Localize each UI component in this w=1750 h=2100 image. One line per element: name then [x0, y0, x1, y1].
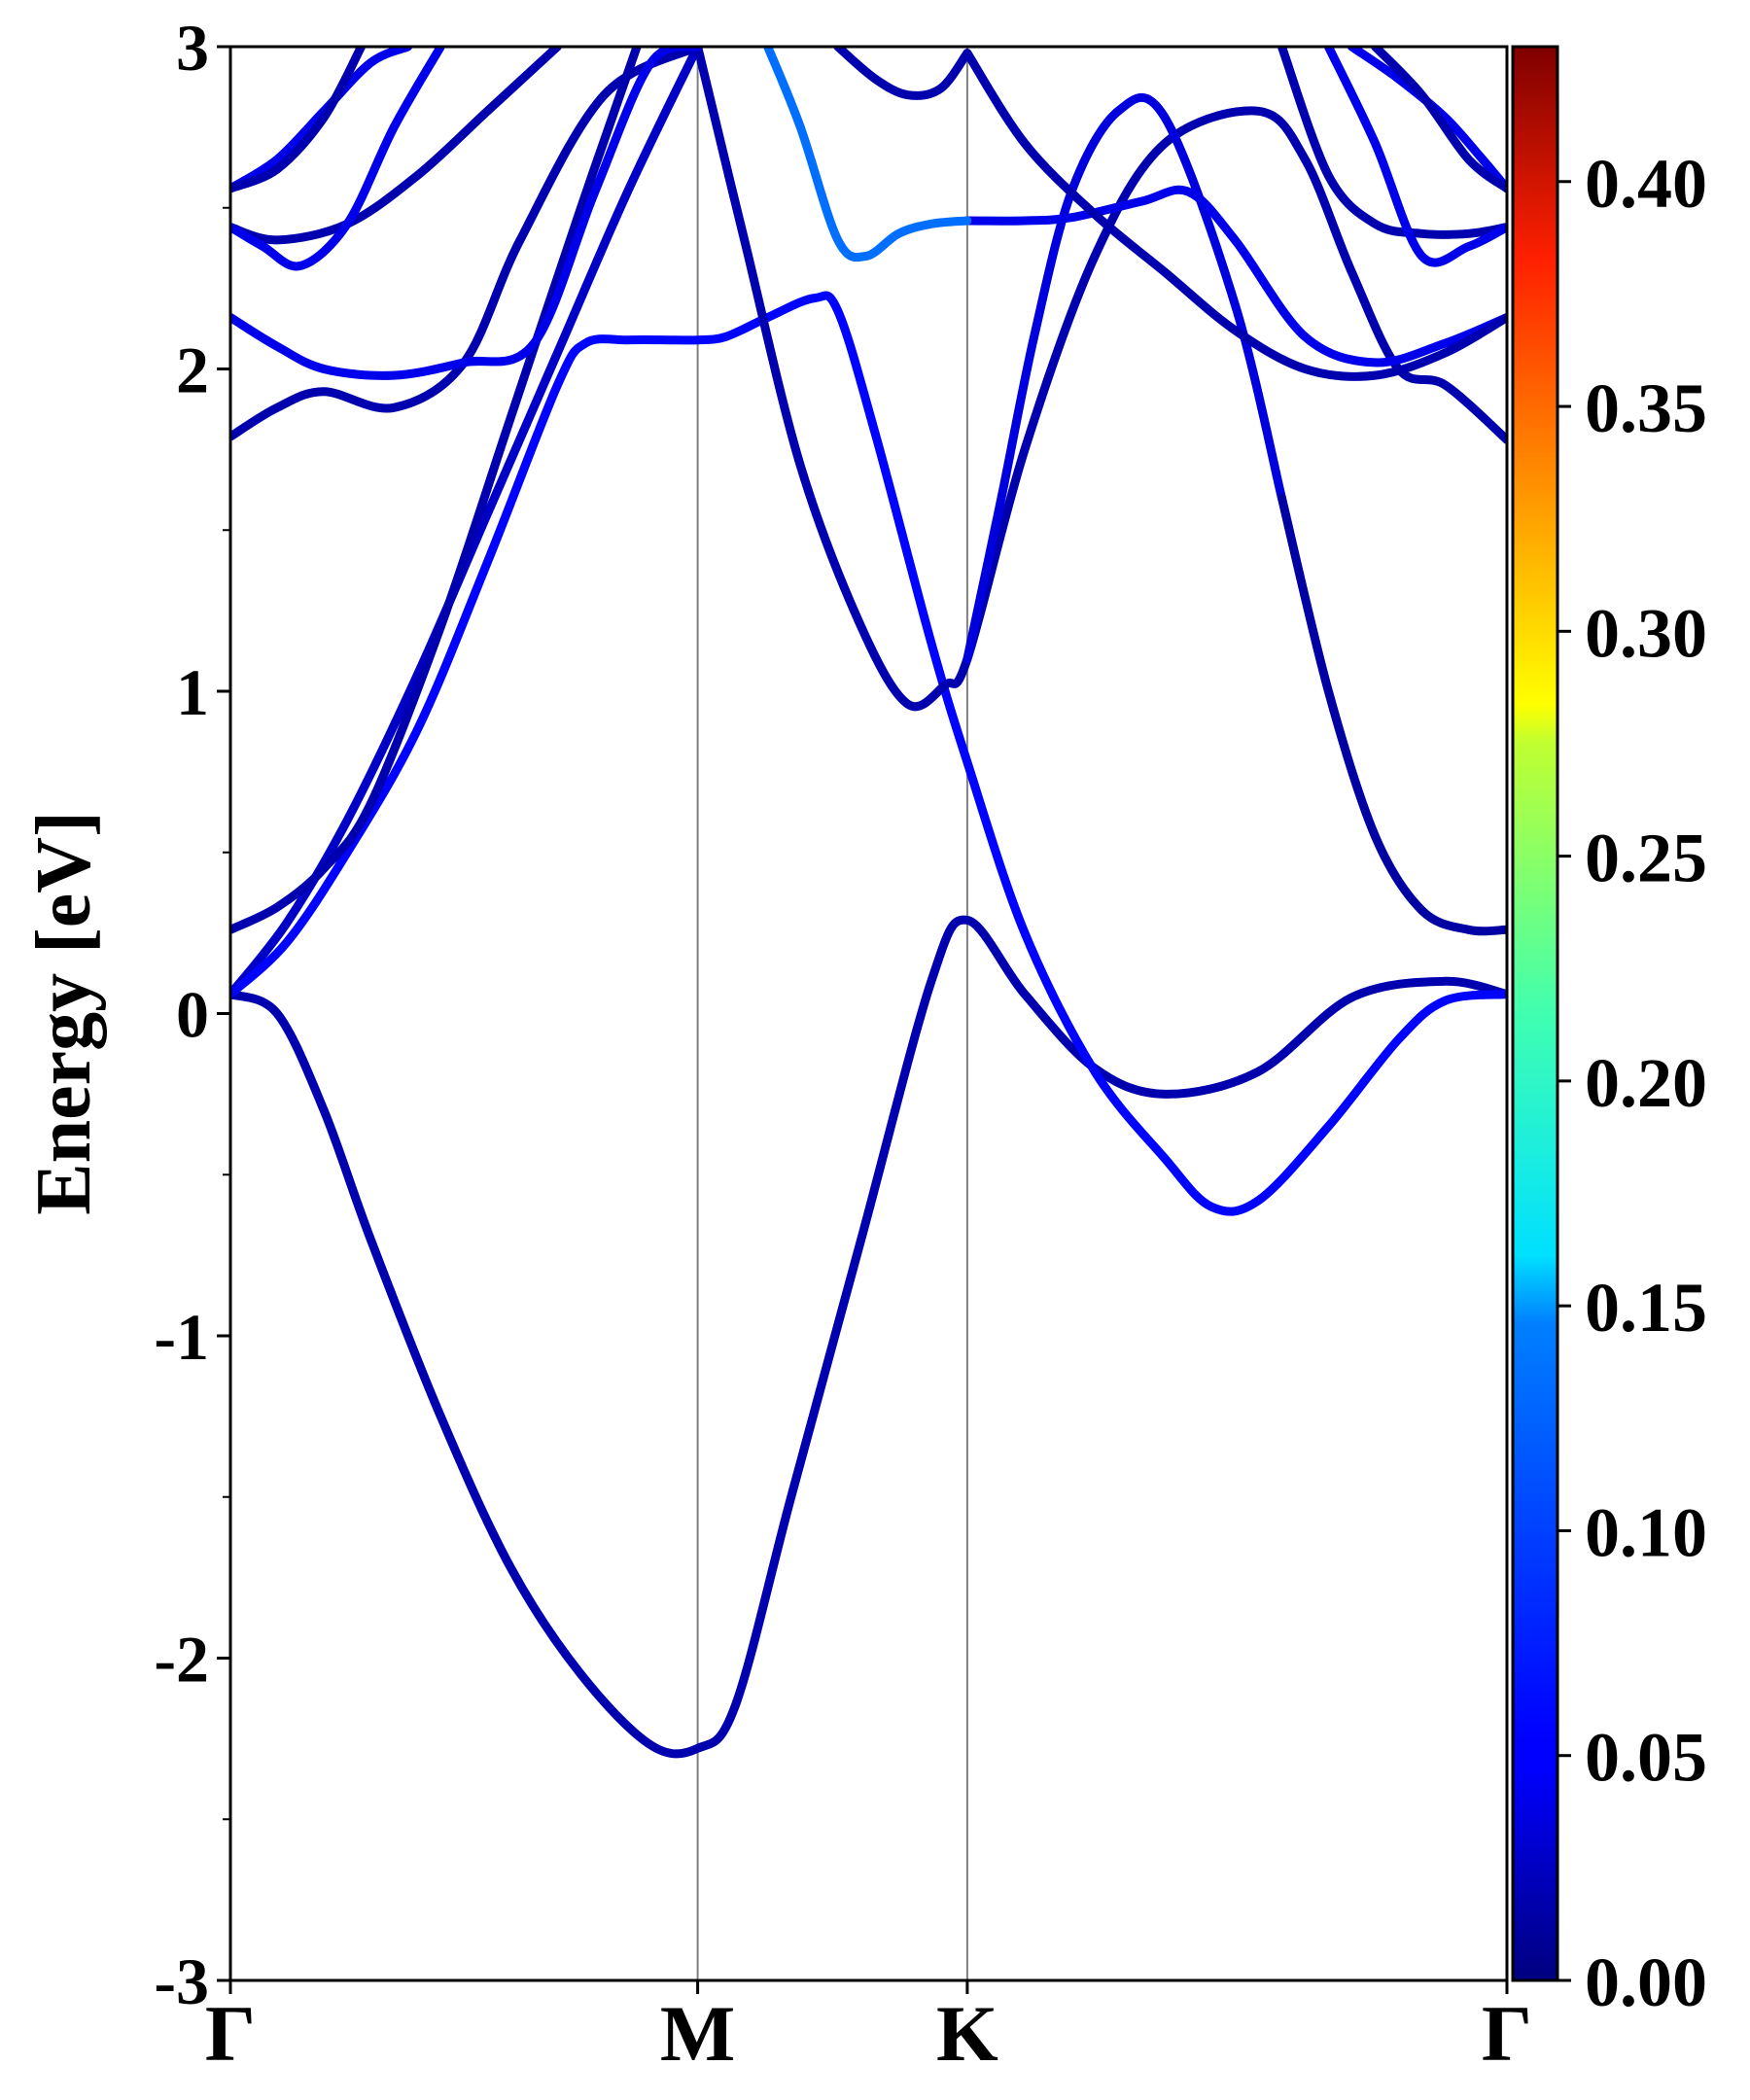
y-axis-ticks: -3 -2 -1 0 1 2 3 — [154, 11, 230, 2018]
y-tick-label: -1 — [154, 1300, 209, 1374]
y-tick-label: 3 — [176, 11, 209, 85]
colorbar-tick-label: 0.30 — [1585, 594, 1707, 672]
band-line — [833, 47, 972, 100]
y-tick-label: 1 — [176, 655, 209, 729]
plot-area: -3 -2 -1 0 1 2 3 Γ M K Γ — [154, 11, 1532, 2078]
colorbar-tick-label: 0.10 — [1585, 1493, 1707, 1571]
band-line — [693, 47, 1507, 712]
colorbar-tick-label: 0.40 — [1585, 145, 1707, 223]
y-axis-title: Energy [eV] — [21, 811, 107, 1214]
colorbar-tick-label: 0.15 — [1585, 1269, 1707, 1347]
kpoint-label: M — [660, 1989, 735, 2078]
colorbar: 0.00 0.05 0.10 0.15 0.20 0.25 0.30 0.35 0.40 — [1511, 45, 1707, 2021]
colorbar-gradient — [1511, 45, 1559, 1982]
band-line — [962, 185, 1507, 368]
kpoint-vertical-lines — [696, 47, 968, 1980]
colorbar-ticks: 0.00 0.05 0.10 0.15 0.20 0.25 0.30 0.35 0.40 — [1558, 145, 1707, 2021]
plot-frame — [228, 45, 1509, 1982]
band-line — [230, 47, 642, 934]
kpoint-label: Γ — [1482, 1989, 1532, 2078]
band-line — [230, 291, 1507, 1216]
colorbar-tick-label: 0.25 — [1585, 820, 1707, 897]
band-line — [1323, 47, 1507, 267]
band-curves — [230, 47, 1507, 1759]
band-line — [1277, 47, 1507, 239]
band-line — [230, 47, 703, 380]
colorbar-tick-label: 0.05 — [1585, 1719, 1707, 1797]
band-line — [1347, 47, 1507, 193]
colorbar-tick-label: 0.00 — [1585, 1943, 1707, 2021]
band-line — [962, 49, 1507, 381]
band-line — [230, 47, 445, 271]
band-line — [230, 915, 1507, 1759]
colorbar-tick-label: 0.35 — [1585, 369, 1707, 447]
y-tick-label: -3 — [154, 1944, 209, 2018]
band-line — [1371, 47, 1507, 193]
kpoint-label: K — [936, 1989, 998, 2078]
colorbar-tick-label: 0.20 — [1585, 1044, 1707, 1122]
y-tick-label: 2 — [176, 333, 209, 407]
band-line — [230, 47, 367, 193]
y-tick-label: 0 — [176, 978, 209, 1052]
band-line — [230, 47, 562, 245]
band-line — [763, 47, 972, 262]
band-line — [1277, 493, 1507, 936]
band-line — [962, 92, 1286, 664]
band-line — [230, 47, 703, 999]
y-tick-label: -2 — [154, 1623, 209, 1697]
kpoint-label: Γ — [205, 1989, 256, 2078]
